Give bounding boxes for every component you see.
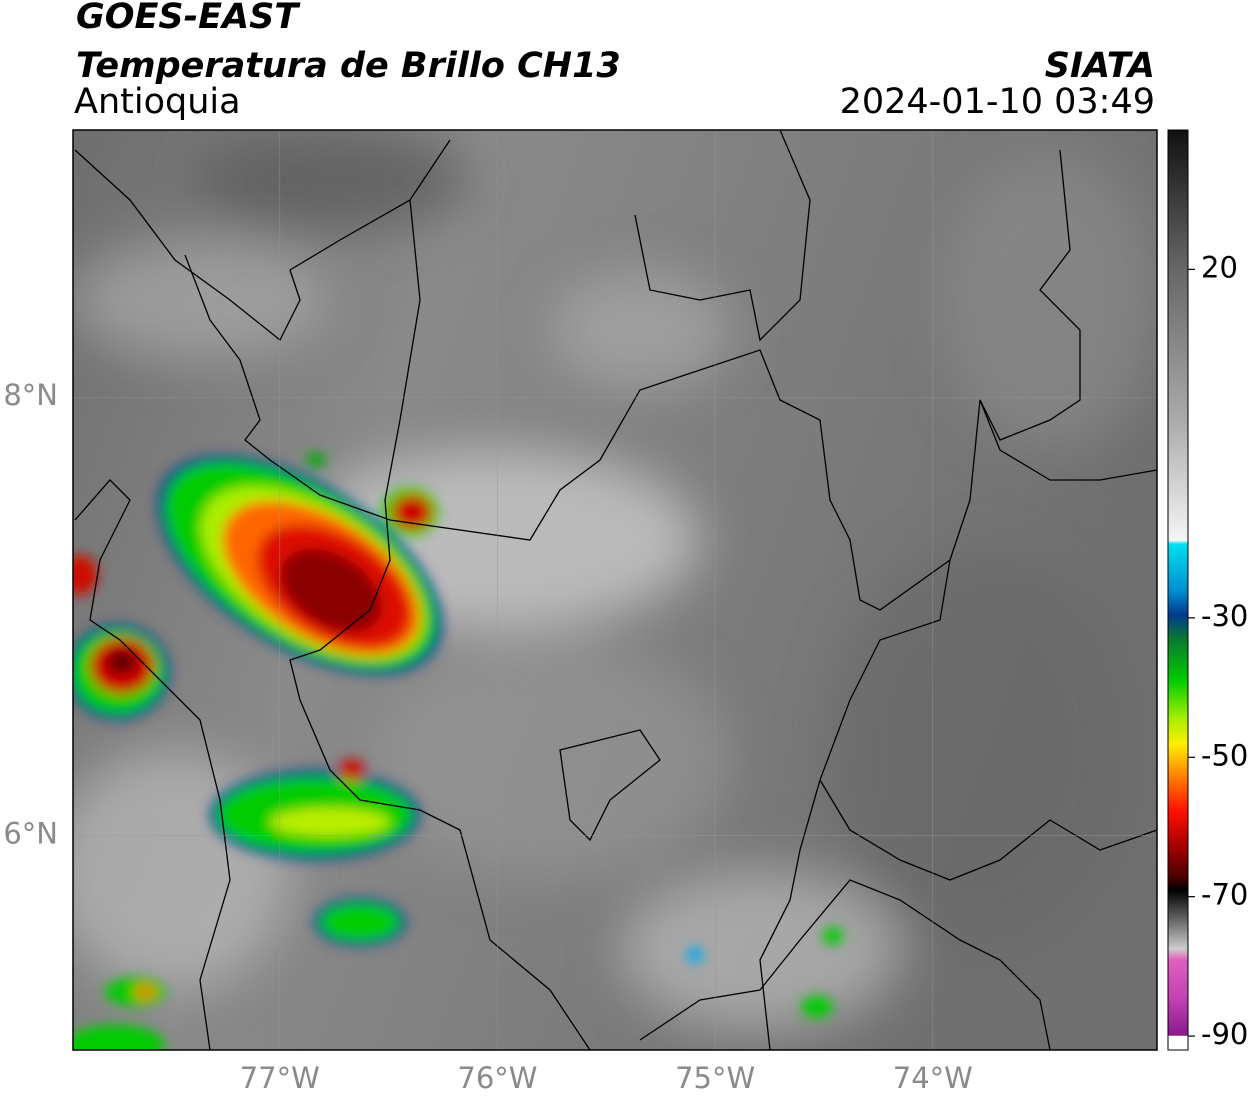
storms [73,453,843,1050]
datetime: 2024-01-10 03:49 [840,82,1155,122]
source: SIATA [1045,46,1155,86]
lon-label: 77°W [240,1061,320,1095]
colorbar-tick-label: 20 [1201,250,1238,284]
colorbar-tick-label: -50 [1201,738,1248,772]
graticule [73,130,1157,1050]
map-frame [72,129,1158,1051]
lat-label: 6°N [3,816,58,850]
lon-label: 76°W [457,1061,537,1095]
colorbar [1167,129,1189,1051]
colorbar-tick-label: -30 [1201,599,1248,633]
boundaries [74,130,1157,1050]
title: GOES-EAST [76,0,301,37]
subtitle: Temperatura de Brillo CH13 [76,46,621,86]
region: Antioquia [74,82,241,122]
satellite-image [73,130,1157,1050]
lon-label: 74°W [893,1061,973,1095]
lat-label: 8°N [3,378,58,412]
colorbar-tick-label: -70 [1201,878,1248,912]
lon-label: 75°W [675,1061,755,1095]
colorbar-tick-label: -90 [1201,1017,1248,1051]
